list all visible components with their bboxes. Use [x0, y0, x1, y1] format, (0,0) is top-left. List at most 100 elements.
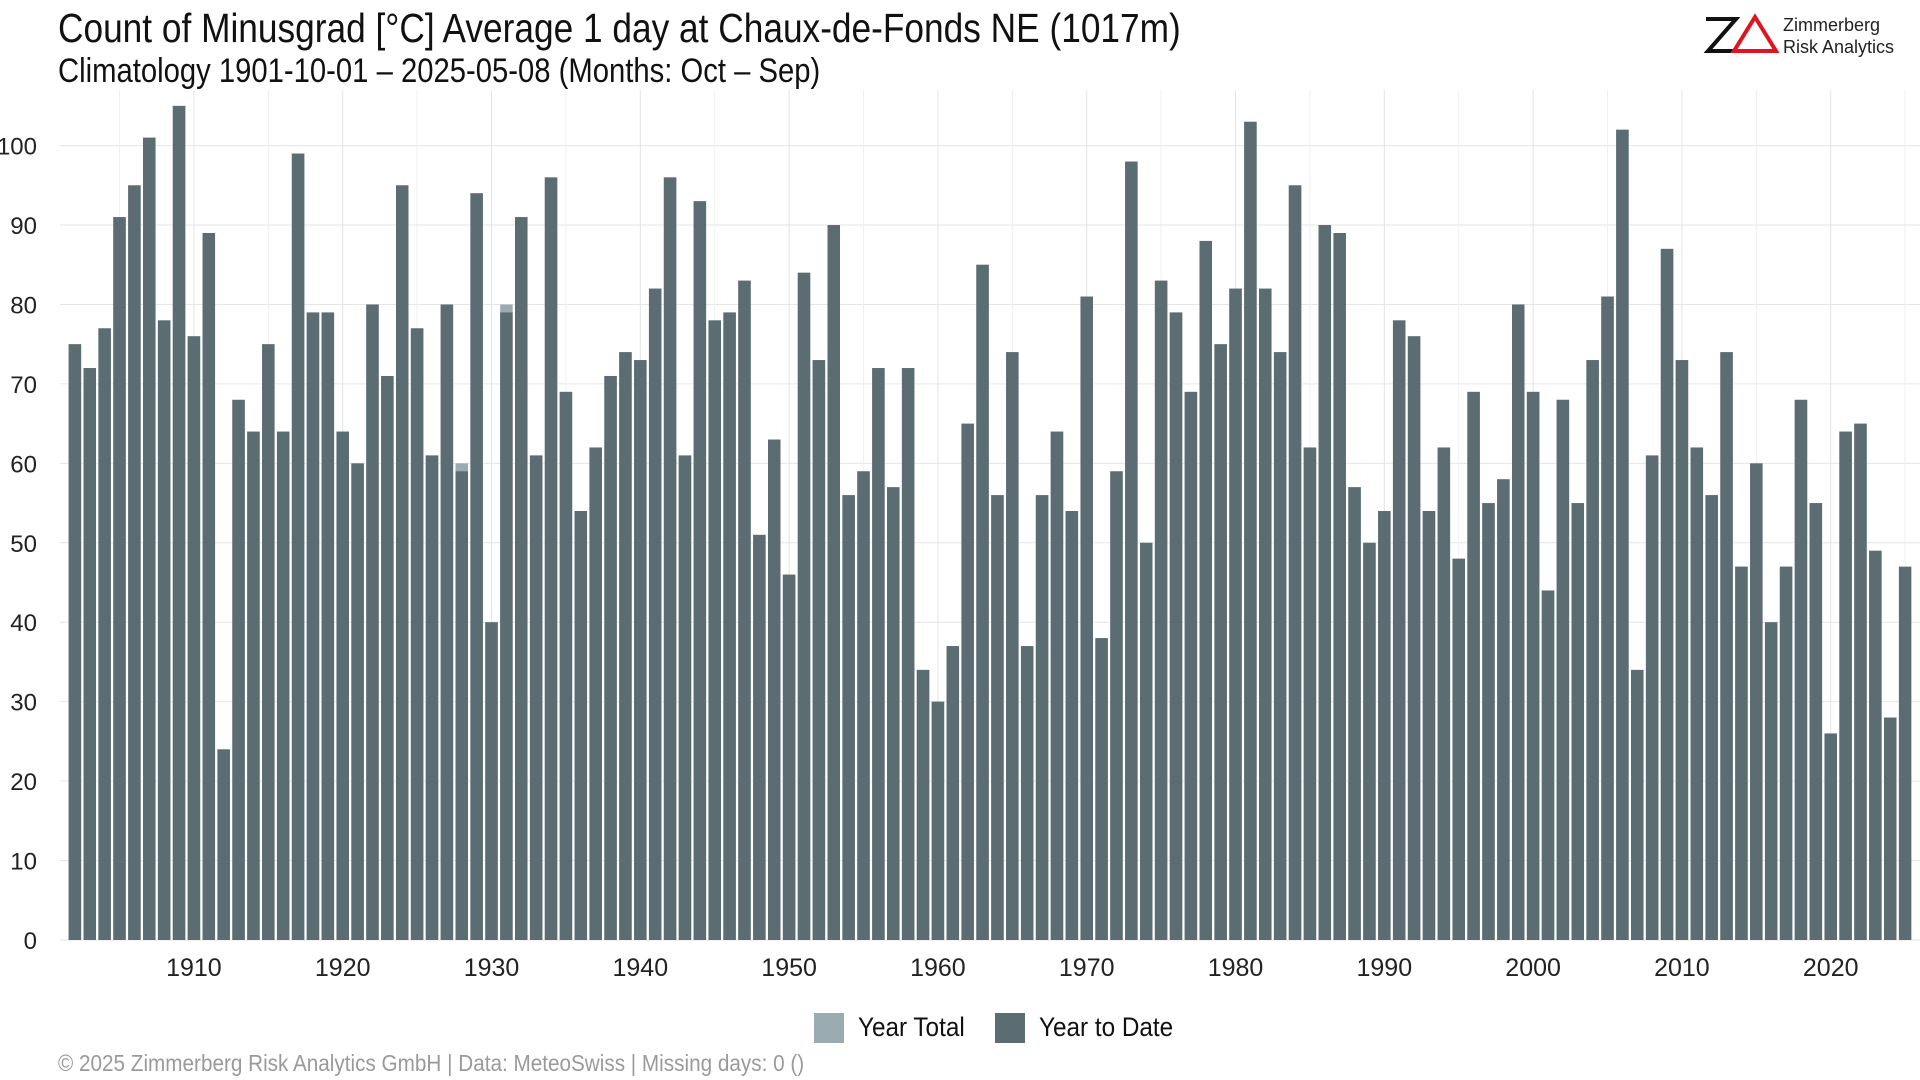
bar-year-to-date	[1794, 399, 1808, 940]
bar-year-to-date	[217, 749, 230, 940]
bar-year-to-date	[1050, 431, 1064, 940]
bar-year-to-date	[1035, 495, 1049, 940]
bar-year-to-date	[812, 360, 826, 940]
bar-year-to-date	[1779, 566, 1793, 940]
bar-year-to-date	[1110, 471, 1123, 940]
x-tick-label: 1930	[464, 954, 520, 982]
bar-year-to-date	[113, 217, 126, 941]
logo-line-2: Risk Analytics	[1783, 37, 1895, 57]
logo-mark-icon	[1703, 13, 1779, 53]
bar-year-to-date	[395, 185, 409, 941]
bar-year-to-date	[1422, 511, 1436, 940]
bar-year-to-date	[1452, 558, 1465, 940]
x-tick-label: 1940	[613, 954, 669, 982]
bar-year-to-date	[187, 336, 201, 940]
bar-year-to-date	[887, 487, 900, 940]
company-logo: Zimmerberg Risk Analytics	[1703, 6, 1913, 62]
bar-year-to-date	[1764, 622, 1778, 940]
bar-year-to-date	[157, 320, 171, 940]
bar-year-to-date	[276, 431, 290, 940]
bar-year-to-date	[1184, 391, 1198, 941]
bar-year-to-date	[663, 177, 677, 940]
bar-year-to-date	[1214, 344, 1227, 941]
bar-year-to-date	[931, 701, 945, 940]
bar-year-to-date	[1883, 717, 1897, 940]
bar-year-to-date	[529, 455, 543, 940]
x-tick-label: 2020	[1803, 954, 1859, 982]
bar-chart: 0 10 20 30 40 50 60 70 80 90 100 1910 1920 1930 1940 19…	[0, 90, 1920, 982]
bar-year-to-date	[1601, 296, 1614, 940]
bar-year-to-date	[648, 288, 662, 940]
bar-year-to-date	[1735, 566, 1748, 940]
bar-year-to-date	[1392, 320, 1406, 940]
bar-year-to-date	[1467, 391, 1480, 941]
bar-year-to-date	[1511, 304, 1525, 941]
logo-line-1: Zimmerberg	[1783, 15, 1881, 35]
bar-year-to-date	[1318, 225, 1332, 940]
bar-year-to-date	[797, 272, 811, 940]
bar-year-to-date	[1095, 638, 1108, 940]
bar-year-to-date	[128, 185, 141, 941]
y-tick-label: 100	[0, 134, 37, 161]
bar-year-to-date	[1080, 296, 1093, 940]
bar-year-to-date	[693, 201, 707, 940]
x-tick-label: 1970	[1059, 954, 1115, 982]
bar-year-to-date	[1154, 280, 1168, 941]
bar-year-to-date	[232, 399, 245, 940]
bar-year-to-date	[916, 669, 930, 940]
bar-year-to-date	[708, 320, 721, 940]
bar-year-to-date	[1199, 240, 1213, 941]
bar-year-to-date	[1407, 336, 1421, 940]
bar-year-to-date	[1139, 542, 1153, 940]
y-tick-label: 80	[10, 292, 37, 319]
bar-year-to-date	[172, 105, 186, 941]
bar-year-to-date	[1020, 646, 1034, 940]
logo-text: Zimmerberg Risk Analytics	[1783, 14, 1894, 58]
bar-year-to-date	[1169, 312, 1183, 940]
bar-year-to-date	[782, 574, 796, 940]
bar-year-to-date	[425, 455, 439, 940]
bar-year-to-date	[634, 360, 647, 940]
bar-year-to-date	[1333, 232, 1346, 940]
bar-year-to-date	[976, 264, 989, 940]
bar-year-to-date	[1541, 590, 1555, 940]
bar-year-to-date	[1586, 360, 1599, 940]
bar-year-to-date	[604, 375, 617, 940]
bar-year-to-date	[1437, 447, 1451, 940]
bar-year-to-date	[946, 646, 960, 940]
y-tick-label: 50	[10, 531, 37, 558]
y-tick-label: 70	[10, 372, 37, 399]
bar-year-to-date	[1854, 423, 1867, 940]
bar-year-to-date	[83, 368, 97, 941]
bar-year-to-date	[1363, 542, 1376, 940]
bar-year-to-date	[1497, 479, 1510, 940]
legend: Year Total Year to Date	[814, 1012, 1206, 1043]
bar-year-to-date	[1690, 447, 1704, 940]
bar-year-to-date	[827, 225, 841, 940]
bar-year-to-date	[559, 391, 573, 941]
bar-year-to-date	[1378, 511, 1391, 940]
bar-year-to-date	[1303, 447, 1317, 940]
legend-swatch-year-to-date	[994, 1012, 1025, 1043]
bar-year-to-date	[589, 447, 602, 940]
bar-year-to-date	[455, 471, 469, 940]
bar-year-to-date	[1244, 121, 1257, 941]
bar-year-to-date	[842, 495, 855, 940]
y-tick-label: 40	[10, 610, 37, 637]
bar-year-to-date	[738, 280, 751, 941]
bar-year-to-date	[872, 368, 885, 941]
bar-year-to-date	[1616, 129, 1629, 941]
x-tick-label: 1910	[166, 954, 222, 982]
bar-year-to-date	[1125, 161, 1138, 940]
bar-year-to-date	[1273, 352, 1287, 940]
bar-year-to-date	[321, 312, 335, 940]
bar-year-to-date	[440, 304, 454, 941]
bar-year-to-date	[351, 463, 364, 940]
bar-year-to-date	[1526, 391, 1540, 941]
bar-year-to-date	[1720, 352, 1733, 940]
bar-year-to-date	[98, 328, 111, 940]
bar-year-to-date	[1898, 566, 1912, 940]
x-tick-label: 1920	[315, 954, 371, 982]
bar-year-to-date	[857, 471, 870, 940]
legend-label-year-total: Year Total	[858, 1012, 965, 1042]
